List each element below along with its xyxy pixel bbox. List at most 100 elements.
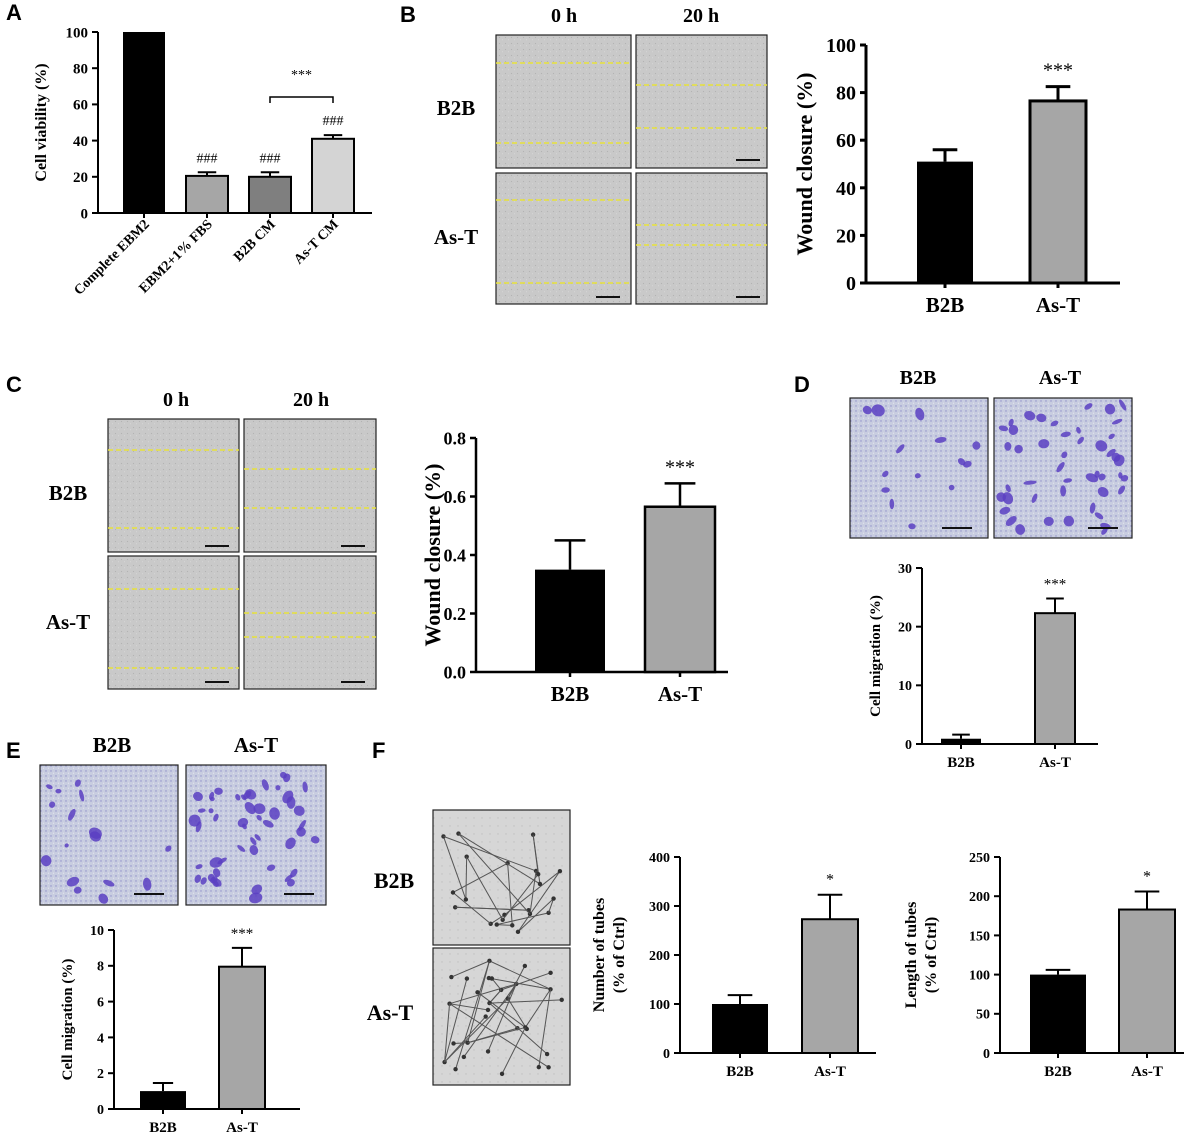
stained-cell	[1063, 478, 1072, 483]
tube-node	[475, 990, 480, 995]
stained-cell	[98, 893, 109, 904]
stained-cell	[1077, 436, 1084, 445]
stained-cell	[208, 808, 214, 814]
chart-f-number-of-tubes: 0 100 200 300 400 Number of tubes (% of Ctrl) B…	[591, 851, 876, 1080]
tube-segment	[453, 1042, 468, 1044]
stained-cell	[1118, 485, 1126, 495]
stained-cell	[302, 781, 308, 793]
tube-network	[442, 958, 564, 1077]
stained-cell	[296, 827, 306, 837]
stained-cell	[237, 845, 246, 852]
stained-cell	[194, 874, 202, 883]
significance-bracket	[269, 96, 334, 103]
stained-cell	[286, 879, 295, 887]
stained-cell	[250, 837, 257, 846]
stained-cell	[1118, 399, 1127, 411]
stained-cell	[269, 807, 280, 820]
stained-cell	[1014, 444, 1023, 454]
stained-cell	[165, 845, 172, 852]
y-axis-label-secondary: (% of Ctrl)	[923, 917, 940, 993]
tube-node	[485, 1007, 491, 1013]
stained-cell	[1098, 473, 1106, 481]
panel-letter-a: A	[6, 0, 22, 25]
y-tick-label: 10	[898, 679, 912, 694]
tube-node	[485, 1049, 491, 1054]
stained-cell	[286, 796, 296, 809]
panel-e-col-label-b2b: B2B	[93, 733, 132, 757]
panel-letter-c: C	[6, 372, 22, 397]
tube-segment	[496, 912, 549, 926]
stained-cell	[1002, 492, 1014, 505]
tube-segment	[458, 833, 531, 915]
y-tick-label: 0.4	[444, 545, 467, 565]
tube-node	[544, 1051, 550, 1057]
panel-c-col-label-0h: 0 h	[163, 389, 189, 411]
tube-segment	[442, 836, 467, 900]
tube-segment	[449, 1003, 549, 1068]
stained-cell	[68, 808, 76, 821]
micrograph-b-b2b-0h	[495, 34, 632, 169]
stained-cells	[862, 404, 981, 530]
tube-segment	[490, 914, 505, 925]
y-tick-label: 8	[97, 960, 104, 975]
y-tick-label: 200	[969, 890, 990, 905]
tube-node	[522, 963, 528, 969]
tube-segment	[517, 870, 561, 933]
stained-cells	[188, 771, 320, 904]
tube-segment	[444, 978, 468, 1063]
y-tick-label: 0	[663, 1047, 670, 1062]
tube-node	[548, 970, 553, 976]
y-axis-label-secondary: (% of Ctrl)	[611, 917, 628, 993]
y-tick-label: 100	[826, 35, 856, 57]
stained-cell	[908, 523, 916, 530]
stained-cell	[1118, 472, 1123, 479]
x-tick-label: B2B CM	[231, 217, 279, 265]
tube-segment	[548, 898, 555, 914]
stained-cell	[1084, 403, 1093, 410]
y-tick-label: 0	[905, 738, 912, 753]
stained-cell	[1094, 512, 1104, 520]
stained-cell	[1076, 426, 1081, 434]
stained-cell	[284, 874, 293, 882]
tube-segment	[507, 863, 513, 926]
tube-node	[535, 872, 541, 877]
tube-node	[441, 834, 446, 839]
stained-cells	[40, 779, 172, 904]
stained-cell	[896, 444, 905, 454]
stained-cell	[1106, 448, 1116, 458]
tube-node	[461, 1054, 467, 1060]
tube-segment	[444, 998, 509, 1063]
stained-cell	[1095, 440, 1108, 452]
tube-node	[537, 881, 543, 887]
stained-cell	[1104, 403, 1116, 415]
stained-cell	[74, 779, 81, 787]
stained-cell	[1120, 475, 1129, 482]
significance-label: ###	[260, 151, 281, 166]
bar	[712, 1004, 768, 1053]
stained-cell	[193, 791, 203, 802]
stained-cell	[972, 441, 981, 450]
y-axis-label: Wound closure (%)	[420, 464, 445, 647]
panel-f-row-label-ast: As-T	[367, 1000, 414, 1025]
significance-label: ***	[1044, 577, 1067, 593]
stained-cell	[103, 879, 115, 887]
tube-node	[551, 896, 556, 901]
y-tick-label: 40	[836, 178, 856, 200]
tube-node	[450, 890, 456, 895]
tube-segment	[488, 977, 551, 990]
significance-label: ###	[323, 114, 344, 129]
chart-f-length-of-tubes: 0 50 100 150 200 250 Length of tubes (% of Ctrl…	[903, 851, 1184, 1080]
y-axis-label: Cell migration (%)	[60, 959, 76, 1081]
stained-cell	[1005, 484, 1011, 493]
stained-cell	[235, 794, 241, 801]
tube-segment	[451, 960, 490, 978]
stained-cell	[197, 808, 206, 813]
tube-segment	[507, 998, 528, 1030]
tube-segment	[443, 835, 537, 872]
y-tick-label: 80	[73, 61, 88, 77]
chart-b-wound-closure: 0 20 40 60 80 100 Wound closure (%) B2B *** As-T	[792, 35, 1120, 317]
stained-cell	[1023, 480, 1037, 485]
y-tick-label: 60	[73, 98, 88, 114]
x-tick-label: As-T	[1131, 1064, 1163, 1080]
